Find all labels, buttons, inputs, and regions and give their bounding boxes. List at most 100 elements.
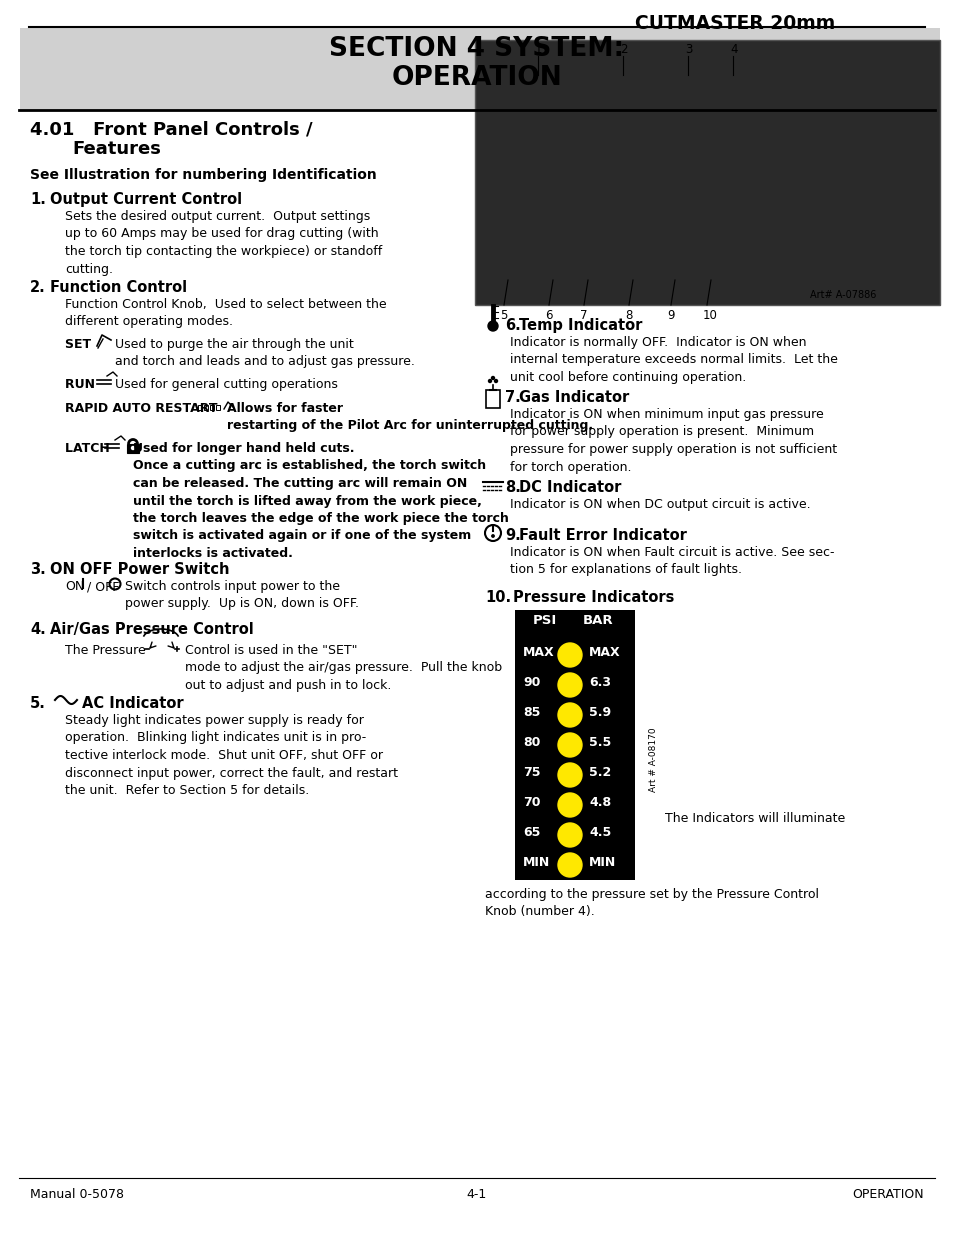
- Text: PSI: PSI: [533, 614, 557, 627]
- Text: Used for longer hand held cuts.
Once a cutting arc is established, the torch swi: Used for longer hand held cuts. Once a c…: [132, 442, 508, 559]
- Bar: [515, 610, 635, 881]
- Text: 5.5: 5.5: [588, 736, 611, 748]
- Circle shape: [558, 793, 581, 818]
- Text: The Pressure: The Pressure: [65, 643, 146, 657]
- Text: OPERATION: OPERATION: [392, 65, 561, 91]
- Text: 3.: 3.: [30, 562, 46, 577]
- Circle shape: [558, 763, 581, 787]
- Text: RAPID AUTO RESTART: RAPID AUTO RESTART: [65, 403, 222, 415]
- Bar: [485, 390, 499, 408]
- Text: Function Control: Function Control: [50, 280, 187, 295]
- Text: AC Indicator: AC Indicator: [82, 697, 183, 711]
- Text: 4-1: 4-1: [466, 1188, 487, 1200]
- Text: 6.3: 6.3: [588, 676, 610, 689]
- Bar: [198, 405, 202, 410]
- Text: 4: 4: [729, 43, 737, 56]
- Text: 9: 9: [666, 309, 674, 322]
- Text: SECTION 4 SYSTEM:: SECTION 4 SYSTEM:: [329, 36, 624, 62]
- Text: RUN: RUN: [65, 378, 99, 391]
- Text: SET: SET: [65, 338, 95, 351]
- Text: 2.: 2.: [30, 280, 46, 295]
- Text: MIN: MIN: [588, 856, 616, 869]
- Text: 1: 1: [535, 43, 542, 56]
- Text: 8: 8: [624, 309, 632, 322]
- Text: Indicator is normally OFF.  Indicator is ON when
internal temperature exceeds no: Indicator is normally OFF. Indicator is …: [510, 336, 837, 384]
- Text: Fault Error Indicator: Fault Error Indicator: [518, 529, 686, 543]
- Text: MAX: MAX: [522, 646, 554, 659]
- Text: 85: 85: [522, 706, 539, 719]
- Text: Art# A-07886: Art# A-07886: [809, 290, 876, 300]
- Text: 5: 5: [499, 309, 507, 322]
- Circle shape: [494, 379, 497, 383]
- Text: 70: 70: [522, 797, 540, 809]
- Text: 6.: 6.: [504, 317, 520, 333]
- Text: 4.5: 4.5: [588, 826, 611, 839]
- Text: 3: 3: [684, 43, 692, 56]
- Text: 7.: 7.: [504, 390, 520, 405]
- Text: 5.2: 5.2: [588, 766, 611, 779]
- Text: 8.: 8.: [504, 480, 520, 495]
- Circle shape: [491, 377, 494, 379]
- Text: Switch controls input power to the
power supply.  Up is ON, down is OFF.: Switch controls input power to the power…: [125, 580, 358, 610]
- Text: / OFF: / OFF: [87, 580, 119, 593]
- Circle shape: [558, 643, 581, 667]
- Text: 6: 6: [544, 309, 552, 322]
- Text: Control is used in the "SET"
mode to adjust the air/gas pressure.  Pull the knob: Control is used in the "SET" mode to adj…: [185, 643, 501, 692]
- Text: Manual 0-5078: Manual 0-5078: [30, 1188, 124, 1200]
- Text: Used to purge the air through the unit
and torch and leads and to adjust gas pre: Used to purge the air through the unit a…: [115, 338, 415, 368]
- Text: 9.: 9.: [504, 529, 520, 543]
- Text: 75: 75: [522, 766, 540, 779]
- Text: 65: 65: [522, 826, 539, 839]
- Text: CUTMASTER 20mm: CUTMASTER 20mm: [635, 14, 835, 33]
- Text: 4.01   Front Panel Controls /: 4.01 Front Panel Controls /: [30, 120, 313, 138]
- Text: 10: 10: [702, 309, 717, 322]
- Circle shape: [558, 734, 581, 757]
- Text: 10.: 10.: [484, 590, 511, 605]
- Circle shape: [558, 703, 581, 727]
- Circle shape: [558, 673, 581, 697]
- Text: Function Control Knob,  Used to select between the
different operating modes.: Function Control Knob, Used to select be…: [65, 298, 386, 329]
- Bar: [127, 445, 139, 453]
- Text: OPERATION: OPERATION: [851, 1188, 923, 1200]
- Text: ON: ON: [65, 580, 84, 593]
- Text: 5.9: 5.9: [588, 706, 611, 719]
- Text: 7: 7: [579, 309, 587, 322]
- Circle shape: [132, 447, 134, 450]
- Circle shape: [558, 823, 581, 847]
- Text: Art # A-08170: Art # A-08170: [648, 727, 658, 793]
- Text: 1.: 1.: [30, 191, 46, 207]
- Bar: [475, 40, 939, 305]
- Bar: [204, 405, 208, 410]
- Text: Allows for faster
restarting of the Pilot Arc for uninterrupted cutting.: Allows for faster restarting of the Pilo…: [227, 403, 593, 432]
- Text: 4.: 4.: [30, 622, 46, 637]
- Circle shape: [488, 321, 497, 331]
- Text: 5.: 5.: [30, 697, 46, 711]
- Text: ON OFF Power Switch: ON OFF Power Switch: [50, 562, 230, 577]
- Text: Gas Indicator: Gas Indicator: [518, 390, 629, 405]
- Text: Air/Gas Pressure Control: Air/Gas Pressure Control: [50, 622, 253, 637]
- Text: MAX: MAX: [588, 646, 620, 659]
- Text: Indicator is ON when minimum input gas pressure
for power supply operation is pr: Indicator is ON when minimum input gas p…: [510, 408, 836, 473]
- Text: Indicator is ON when DC output circuit is active.: Indicator is ON when DC output circuit i…: [510, 498, 810, 511]
- Text: Indicator is ON when Fault circuit is active. See sec-
tion 5 for explanations o: Indicator is ON when Fault circuit is ac…: [510, 546, 834, 577]
- Text: Temp Indicator: Temp Indicator: [518, 317, 641, 333]
- Bar: [210, 405, 213, 410]
- Circle shape: [488, 379, 491, 383]
- Text: Features: Features: [71, 140, 161, 158]
- Circle shape: [558, 853, 581, 877]
- Circle shape: [492, 535, 494, 537]
- Bar: [20, 28, 939, 110]
- Text: The Indicators will illuminate: The Indicators will illuminate: [664, 811, 844, 825]
- Text: Used for general cutting operations: Used for general cutting operations: [115, 378, 337, 391]
- Text: DC Indicator: DC Indicator: [518, 480, 620, 495]
- Bar: [215, 405, 220, 410]
- Text: Pressure Indicators: Pressure Indicators: [513, 590, 674, 605]
- Text: Sets the desired output current.  Output settings
up to 60 Amps may be used for : Sets the desired output current. Output …: [65, 210, 382, 275]
- Text: LATCH: LATCH: [65, 442, 114, 454]
- Text: 80: 80: [522, 736, 539, 748]
- Text: 4.8: 4.8: [588, 797, 611, 809]
- Text: Steady light indicates power supply is ready for
operation.  Blinking light indi: Steady light indicates power supply is r…: [65, 714, 397, 797]
- Text: according to the pressure set by the Pressure Control
Knob (number 4).: according to the pressure set by the Pre…: [484, 888, 818, 919]
- Text: MIN: MIN: [522, 856, 550, 869]
- Text: 90: 90: [522, 676, 539, 689]
